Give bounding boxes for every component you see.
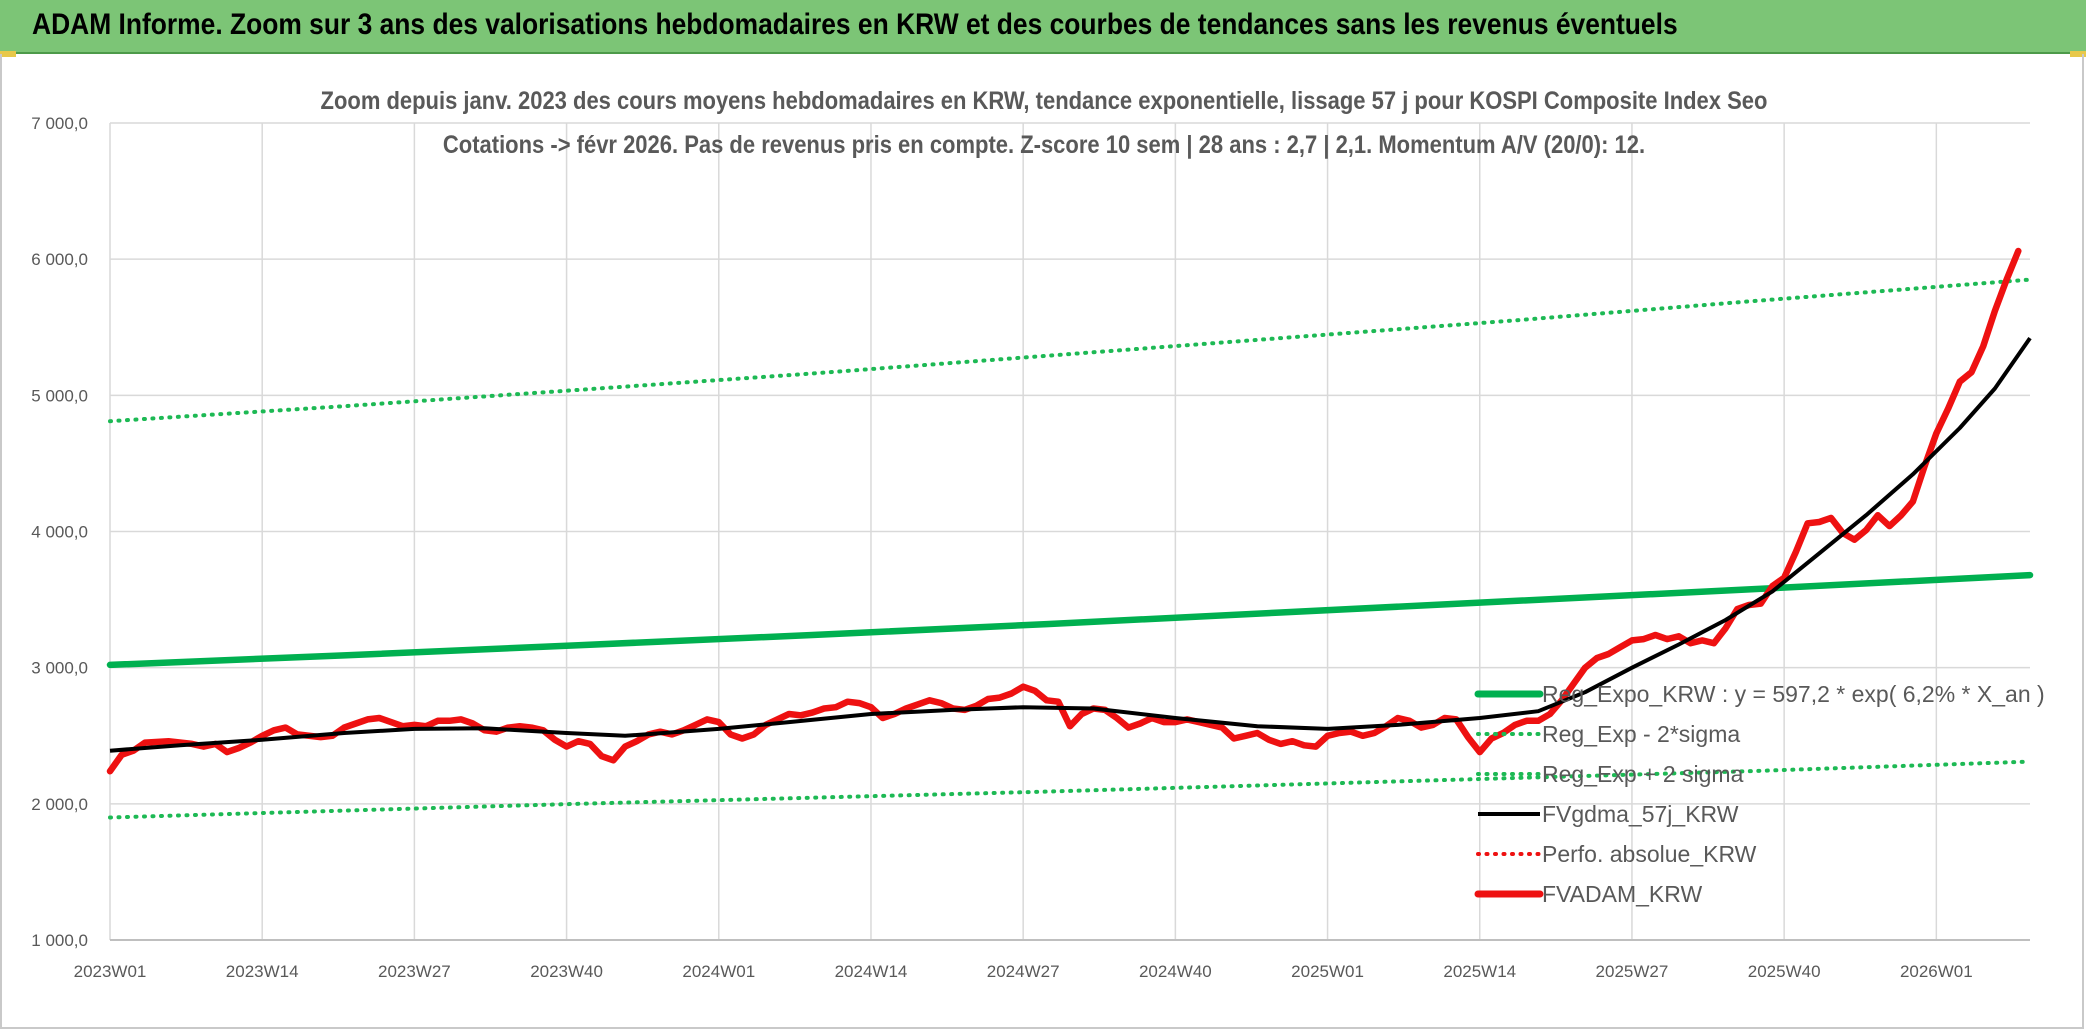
series-line-3 xyxy=(109,336,2032,753)
legend-label-1: Reg_Exp - 2*sigma xyxy=(1542,721,1740,747)
y-tick-label: 2 000,0 xyxy=(31,795,88,814)
y-tick-label: 6 000,0 xyxy=(31,250,88,269)
legend-label-5: FVADAM_KRW xyxy=(1542,881,1702,907)
x-tick-label: 2025W14 xyxy=(1443,962,1516,981)
axis-layer: 1 000,0 2 000,0 3 000,0 4 000,0 5 000,0 6 000… xyxy=(31,114,2030,981)
corner-mark-left xyxy=(0,51,16,57)
x-tick-label: 2025W27 xyxy=(1596,962,1669,981)
report-title: ADAM Informe. Zoom sur 3 ans des valoris… xyxy=(32,8,1678,41)
x-tick-label: 2024W01 xyxy=(682,962,755,981)
legend: Reg_Expo_KRW : y = 597,2 * exp( 6,2% * X… xyxy=(1474,681,2045,907)
x-tick-label: 2026W01 xyxy=(1900,962,1973,981)
y-tick-label: 4 000,0 xyxy=(31,523,88,542)
series-line-1 xyxy=(108,759,2032,820)
x-tick-label: 2024W27 xyxy=(987,962,1060,981)
chart-title: Zoom depuis janv. 2023 des cours moyens … xyxy=(321,87,1768,159)
x-tick-label: 2023W40 xyxy=(530,962,603,981)
y-tick-label: 1 000,0 xyxy=(31,931,88,950)
series-line-5 xyxy=(106,247,2022,775)
chart-title-line-2: Cotations -> févr 2026. Pas de revenus p… xyxy=(443,131,1645,159)
y-tick-label: 3 000,0 xyxy=(31,659,88,678)
x-tick-label: 2025W01 xyxy=(1291,962,1364,981)
corner-mark-right xyxy=(2070,51,2086,57)
x-tick-label: 2025W40 xyxy=(1748,962,1821,981)
legend-label-4: Perfo. absolue_KRW xyxy=(1542,841,1757,867)
x-tick-label: 2023W14 xyxy=(226,962,299,981)
chart-title-line-1: Zoom depuis janv. 2023 des cours moyens … xyxy=(321,87,1768,115)
x-tick-label: 2024W14 xyxy=(835,962,908,981)
x-tick-label: 2023W01 xyxy=(74,962,147,981)
series-line-2 xyxy=(108,277,2032,424)
chart-frame xyxy=(0,54,2084,1029)
legend-label-2: Reg_Exp + 2 sigma xyxy=(1542,761,1744,787)
legend-label-3: FVgdma_57j_KRW xyxy=(1542,801,1739,827)
legend-label-0: Reg_Expo_KRW : y = 597,2 * exp( 6,2% * X… xyxy=(1542,681,2045,707)
y-tick-label: 7 000,0 xyxy=(31,114,88,133)
x-tick-label: 2024W40 xyxy=(1139,962,1212,981)
series-layer xyxy=(106,247,2034,820)
series-line-0 xyxy=(106,571,2034,669)
grid-layer xyxy=(109,122,2030,941)
x-tick-label: 2023W27 xyxy=(378,962,451,981)
header-bar: ADAM Informe. Zoom sur 3 ans des valoris… xyxy=(0,0,2086,54)
y-tick-label: 5 000,0 xyxy=(31,386,88,405)
